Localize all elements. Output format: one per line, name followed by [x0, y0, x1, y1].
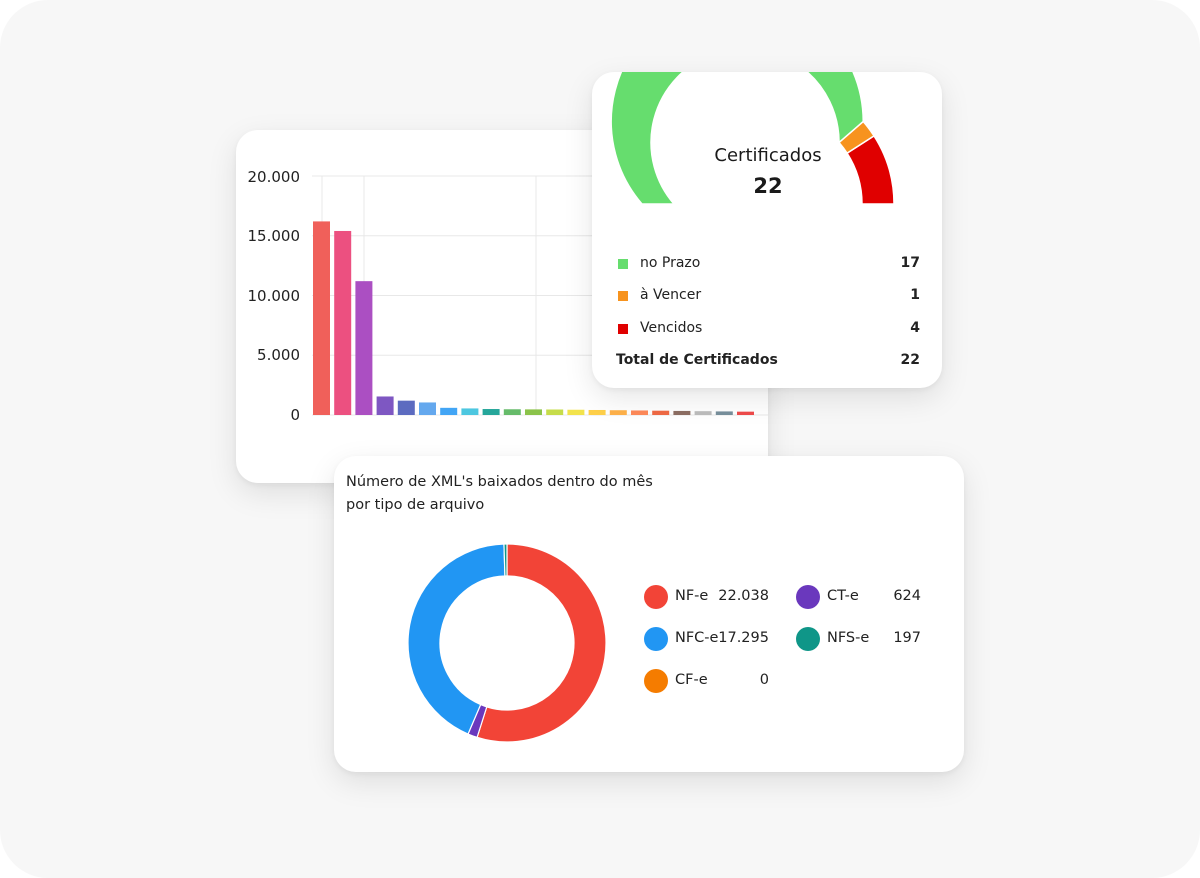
bar [588, 409, 606, 415]
legend-row-no-prazo: no Prazo 17 [616, 254, 920, 274]
bar [609, 410, 627, 415]
donut-slice [476, 543, 607, 743]
bar [503, 409, 521, 415]
bar [313, 221, 330, 415]
legend-value: 4 [910, 320, 920, 336]
y-tick-label: 10.000 [247, 287, 301, 305]
bar [631, 410, 648, 415]
donut-chart-card: Número de XML's baixados dentro do mês p… [334, 456, 964, 772]
legend-value: 17.295 [718, 630, 769, 646]
gauge-segment [846, 134, 895, 205]
legend-item-nfe: NF-e 22.038 [644, 584, 769, 610]
donut-slice [503, 543, 508, 577]
bar [525, 409, 542, 415]
bar [461, 408, 479, 415]
legend-name: CF-e [675, 672, 708, 688]
legend-row-total: Total de Certificados 22 [616, 351, 920, 371]
y-tick-label: 20.000 [247, 168, 301, 186]
legend-name: CT-e [827, 588, 859, 604]
legend-item-cte: CT-e 624 [796, 584, 921, 610]
gauge-segment [610, 72, 864, 205]
bar [376, 396, 394, 415]
gauge-title: Certificados [714, 145, 821, 166]
legend-item-nfse: NFS-e 197 [796, 626, 921, 652]
bar [673, 410, 691, 415]
bar [397, 400, 415, 415]
legend-dot [644, 585, 668, 609]
legend-row-vencidos: Vencidos 4 [616, 319, 920, 339]
gauge-chart: Certificados 22 [610, 72, 895, 205]
bar [355, 281, 373, 415]
legend-value: 197 [893, 630, 921, 646]
bar-chart [312, 175, 768, 416]
gauge-total: 22 [753, 174, 782, 198]
legend-value: 17 [900, 255, 920, 271]
legend-value: 22.038 [718, 588, 769, 604]
legend-value: 1 [910, 287, 920, 303]
legend-label: no Prazo [640, 255, 701, 271]
legend-swatch [618, 259, 628, 269]
y-tick-label: 15.000 [247, 227, 301, 245]
legend-name: NFC-e [675, 630, 719, 646]
legend-label: Vencidos [640, 320, 703, 336]
legend-row-a-vencer: à Vencer 1 [616, 286, 920, 306]
donut-chart [407, 543, 607, 743]
legend-dot [796, 627, 820, 651]
bar [334, 230, 352, 415]
y-tick-label: 5.000 [257, 346, 300, 364]
bar [652, 410, 670, 415]
y-tick-label: 0 [290, 406, 300, 424]
bar [737, 411, 754, 415]
total-value: 22 [900, 352, 920, 368]
legend-item-cfe: CF-e 0 [644, 668, 769, 694]
gauge-card: Certificados 22 no Prazo 17 à Vencer 1 V… [592, 72, 942, 388]
legend-item-nfce: NFC-e 17.295 [644, 626, 769, 652]
legend-label: à Vencer [640, 287, 702, 303]
legend-dot [796, 585, 820, 609]
legend-dot [644, 669, 668, 693]
total-label: Total de Certificados [616, 352, 778, 368]
legend-name: NF-e [675, 588, 709, 604]
legend-swatch [618, 324, 628, 334]
bar [567, 409, 585, 415]
legend-swatch [618, 291, 628, 301]
bar [482, 409, 500, 415]
donut-slice [407, 543, 506, 735]
bar [715, 411, 733, 415]
bar [694, 411, 712, 415]
legend-name: NFS-e [827, 630, 870, 646]
legend-value: 0 [759, 672, 769, 688]
legend-value: 624 [893, 588, 921, 604]
bar [419, 402, 436, 415]
bar [440, 407, 458, 415]
gauge-segment [837, 120, 876, 155]
bar [546, 409, 564, 415]
donut-title: Número de XML's baixados dentro do mês p… [346, 474, 653, 513]
legend-dot [644, 627, 668, 651]
